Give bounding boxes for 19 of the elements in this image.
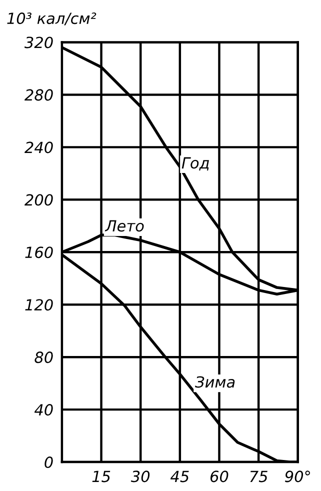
x-tick-label: 90° bbox=[285, 470, 310, 482]
x-tick-label: 60 bbox=[210, 470, 228, 482]
annotation: Лето bbox=[104, 220, 144, 232]
y-tick-label: 200 bbox=[24, 194, 53, 206]
y-tick-label: 80 bbox=[34, 352, 53, 364]
x-tick-label: 75 bbox=[250, 470, 268, 482]
annotation: Зима bbox=[195, 376, 235, 388]
x-tick-label: 45 bbox=[170, 470, 189, 482]
y-axis-title: 10³ кал/см² bbox=[7, 12, 96, 26]
y-tick-label: 160 bbox=[25, 246, 53, 258]
y-tick-label: 280 bbox=[24, 89, 53, 101]
x-tick-label: 30 bbox=[130, 470, 150, 482]
x-tick-label: 15 bbox=[92, 470, 110, 482]
y-tick-label: 0 bbox=[44, 456, 53, 468]
y-tick-label: 40 bbox=[34, 404, 53, 416]
annotation: Год bbox=[182, 157, 209, 171]
y-tick-label: 120 bbox=[25, 299, 53, 311]
y-tick-label: 320 bbox=[24, 36, 53, 48]
y-tick-label: 240 bbox=[24, 142, 53, 154]
